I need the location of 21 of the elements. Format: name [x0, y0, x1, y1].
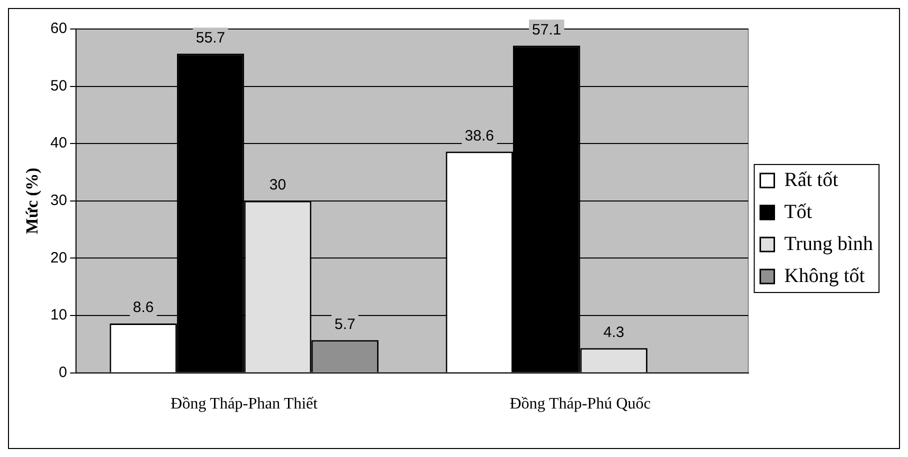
- y-tick-label: 30: [50, 192, 68, 210]
- data-label: 57.1: [532, 21, 562, 38]
- y-tick-label: 0: [58, 364, 68, 381]
- data-label: 5.7: [334, 316, 356, 333]
- legend-label: Không tốt: [784, 264, 866, 287]
- y-tick-label: 10: [50, 306, 68, 324]
- data-label: 4.3: [603, 324, 624, 341]
- y-tick-label: 60: [50, 20, 68, 38]
- data-label: 8.6: [132, 299, 154, 316]
- y-tick-label: 40: [50, 134, 68, 152]
- x-tick-label: Đồng Tháp-Phú Quốc: [510, 396, 651, 413]
- y-tick-label: 50: [50, 77, 68, 94]
- legend-label: Tốt: [784, 200, 812, 223]
- y-tick-label: 20: [50, 249, 68, 266]
- x-tick-label: Đồng Tháp-Phan Thiết: [170, 396, 318, 413]
- y-axis-title: Mức (%): [22, 168, 42, 234]
- data-label: 38.6: [464, 127, 494, 144]
- data-label: 30: [269, 176, 286, 194]
- legend-label: Trung bình: [784, 232, 874, 255]
- data-label: 55.7: [196, 29, 226, 46]
- legend-label: Rất tốt: [784, 168, 839, 191]
